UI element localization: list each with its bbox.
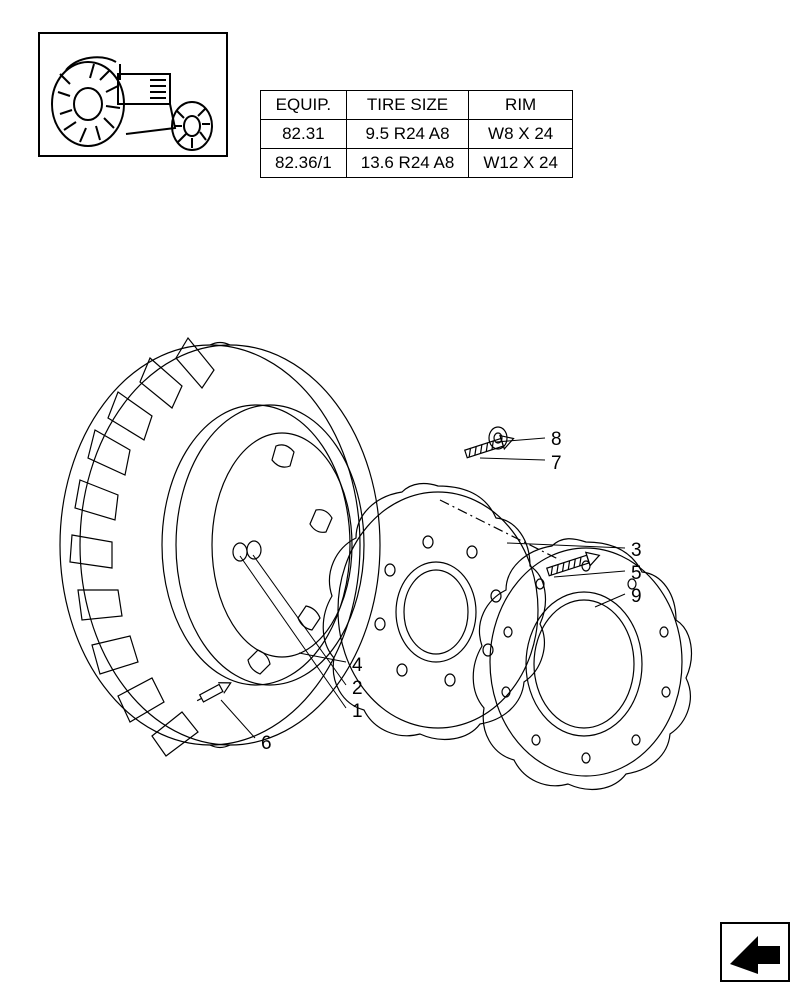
nav-arrow-icon: [720, 922, 790, 982]
callout-7: 7: [551, 453, 562, 475]
callout-6: 6: [261, 733, 272, 755]
callout-4: 4: [352, 655, 363, 677]
callout-5: 5: [631, 563, 642, 585]
exploded-diagram: [0, 0, 812, 1000]
callout-8: 8: [551, 429, 562, 451]
callout-9: 9: [631, 586, 642, 608]
callout-3: 3: [631, 540, 642, 562]
callout-2: 2: [352, 678, 363, 700]
callout-1: 1: [352, 701, 363, 723]
